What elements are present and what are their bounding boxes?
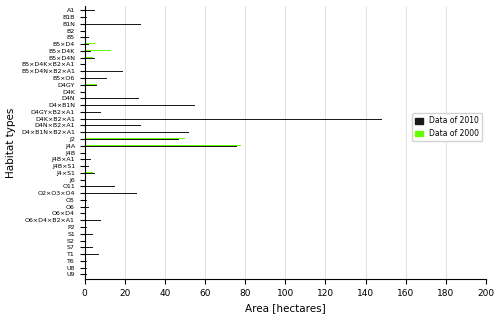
Bar <box>84 172 92 173</box>
Bar <box>84 17 86 18</box>
Bar <box>84 146 237 147</box>
Bar <box>84 200 86 201</box>
Bar <box>84 78 107 79</box>
Bar <box>84 10 94 11</box>
Y-axis label: Habitat types: Habitat types <box>6 107 16 178</box>
Bar <box>84 91 456 92</box>
Bar <box>84 234 92 235</box>
Bar <box>84 85 96 86</box>
Bar <box>84 152 121 153</box>
Bar <box>84 98 139 99</box>
Bar <box>84 43 94 44</box>
Bar <box>84 105 195 106</box>
Bar <box>84 24 141 25</box>
Bar <box>84 51 90 52</box>
Bar <box>84 268 86 269</box>
Bar <box>84 132 189 133</box>
Bar <box>84 50 111 51</box>
Bar <box>84 138 185 139</box>
Bar <box>84 119 382 120</box>
Bar <box>84 145 241 146</box>
Bar <box>84 213 92 214</box>
Legend: Data of 2010, Data of 2000: Data of 2010, Data of 2000 <box>412 113 482 141</box>
Bar <box>84 64 131 65</box>
Bar <box>84 57 92 58</box>
Bar <box>84 261 86 262</box>
Bar <box>84 227 86 228</box>
Bar <box>84 207 88 208</box>
Bar <box>84 220 101 221</box>
Bar <box>84 84 96 85</box>
Bar <box>84 186 115 187</box>
Bar <box>84 71 123 72</box>
Bar <box>84 274 86 275</box>
Bar <box>84 112 101 113</box>
Bar <box>84 240 139 241</box>
Bar <box>84 139 179 140</box>
Bar <box>84 254 98 255</box>
Bar <box>84 125 141 126</box>
Bar <box>84 58 94 59</box>
Bar <box>84 173 94 174</box>
Bar <box>84 193 137 194</box>
Bar <box>84 212 90 213</box>
Bar <box>84 166 88 167</box>
X-axis label: Area [hectares]: Area [hectares] <box>245 303 326 314</box>
Bar <box>84 44 88 45</box>
Bar <box>84 37 88 38</box>
Bar <box>84 31 86 32</box>
